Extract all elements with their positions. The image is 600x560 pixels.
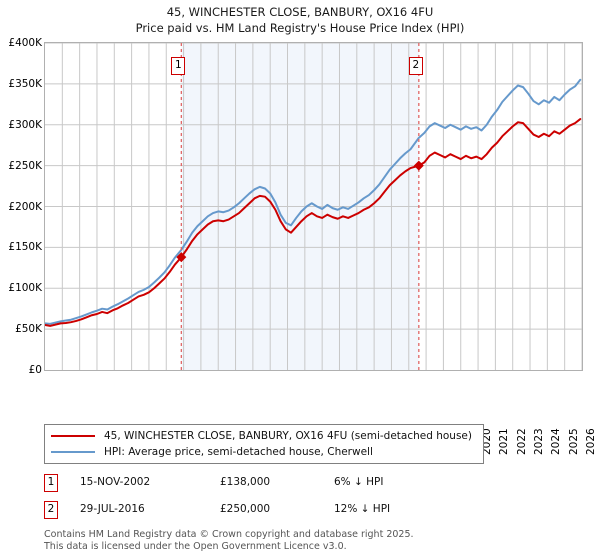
- series-line-price-paid: [45, 118, 582, 327]
- footer-attribution: Contains HM Land Registry data © Crown c…: [44, 529, 564, 552]
- x-tick-label: 2025: [567, 428, 580, 455]
- sale-marker-2: 2: [44, 501, 58, 519]
- y-tick-label: £350K: [8, 77, 42, 90]
- table-row[interactable]: 2 29-JUL-2016 £250,000 12% ↓ HPI: [44, 499, 514, 526]
- legend-item-hpi: HPI: Average price, semi-detached house,…: [51, 444, 477, 460]
- y-tick-label: £400K: [8, 37, 42, 49]
- x-tick-label: 2022: [515, 428, 528, 455]
- x-tick-label: 2024: [550, 428, 563, 455]
- x-tick-label: 2023: [533, 428, 546, 455]
- x-axis: 1995199619971998199920002001200220032004…: [44, 373, 597, 455]
- sale-hpi-delta-1: 6% ↓ HPI: [334, 476, 384, 488]
- y-tick-label: £250K: [8, 159, 42, 172]
- title-line-1: 45, WINCHESTER CLOSE, BANBURY, OX16 4FU: [166, 5, 434, 19]
- sales-table: 1 15-NOV-2002 £138,000 6% ↓ HPI 2 29-JUL…: [44, 472, 514, 526]
- y-tick-label: £200K: [8, 200, 42, 213]
- sale-date-2: 29-JUL-2016: [80, 503, 145, 515]
- footer-line-1: Contains HM Land Registry data © Crown c…: [44, 529, 414, 540]
- y-axis: £0 £50K £100K £150K £200K £250K £300K £350K £400…: [0, 38, 42, 376]
- y-tick-label: £150K: [8, 241, 42, 254]
- page-title: 45, WINCHESTER CLOSE, BANBURY, OX16 4FU …: [0, 4, 600, 36]
- y-tick-label: £0: [28, 364, 42, 376]
- sale-hpi-delta-2: 12% ↓ HPI: [334, 503, 391, 515]
- sale-date-1: 15-NOV-2002: [80, 476, 151, 488]
- sale-price-1: £138,000: [220, 476, 271, 488]
- series-line-hpi: [45, 78, 582, 325]
- legend-swatch-price-paid: [51, 435, 95, 437]
- footer-line-2: This data is licensed under the Open Gov…: [44, 540, 347, 552]
- legend-label-hpi: HPI: Average price, semi-detached house,…: [104, 446, 373, 458]
- legend-item-price-paid: 45, WINCHESTER CLOSE, BANBURY, OX16 4FU …: [51, 428, 477, 444]
- legend-swatch-hpi: [51, 451, 95, 453]
- chart-marker-box-2[interactable]: 2: [408, 57, 423, 75]
- chart-marker-box-1[interactable]: 1: [171, 57, 186, 75]
- table-row[interactable]: 1 15-NOV-2002 £138,000 6% ↓ HPI: [44, 472, 514, 499]
- chart-svg: [45, 43, 582, 370]
- y-tick-label: £50K: [15, 323, 42, 336]
- y-tick-label: £300K: [8, 118, 42, 131]
- x-tick-label: 2021: [498, 428, 511, 455]
- plot-area: [44, 42, 583, 371]
- sale-price-2: £250,000: [220, 503, 271, 515]
- sale-marker-1: 1: [44, 474, 58, 492]
- title-line-2: Price paid vs. HM Land Registry's House …: [135, 21, 465, 35]
- sale-point-2: [413, 160, 424, 171]
- sale-point-1: [176, 252, 187, 263]
- legend-label-price-paid: 45, WINCHESTER CLOSE, BANBURY, OX16 4FU …: [104, 430, 472, 442]
- chart-legend: 45, WINCHESTER CLOSE, BANBURY, OX16 4FU …: [44, 424, 484, 464]
- x-tick-label: 2026: [585, 428, 597, 455]
- y-tick-label: £100K: [8, 282, 42, 295]
